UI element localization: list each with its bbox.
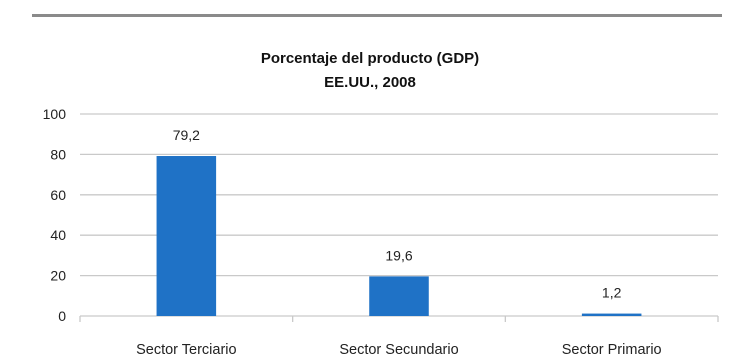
data-label: 19,6 [385,247,412,263]
x-tick-label: Sector Secundario [339,342,458,358]
x-tick-label: Sector Terciario [136,342,236,358]
y-tick-label: 60 [50,187,66,203]
bar [369,276,429,316]
y-tick-label: 80 [50,146,66,162]
data-label: 79,2 [173,127,200,143]
bar [582,314,642,316]
bar [157,156,217,316]
y-tick-label: 100 [43,106,67,122]
y-tick-label: 40 [50,227,66,243]
y-tick-label: 20 [50,268,66,284]
x-tick-label: Sector Primario [562,342,662,358]
data-label: 1,2 [602,285,622,301]
y-tick-label: 0 [58,308,66,324]
